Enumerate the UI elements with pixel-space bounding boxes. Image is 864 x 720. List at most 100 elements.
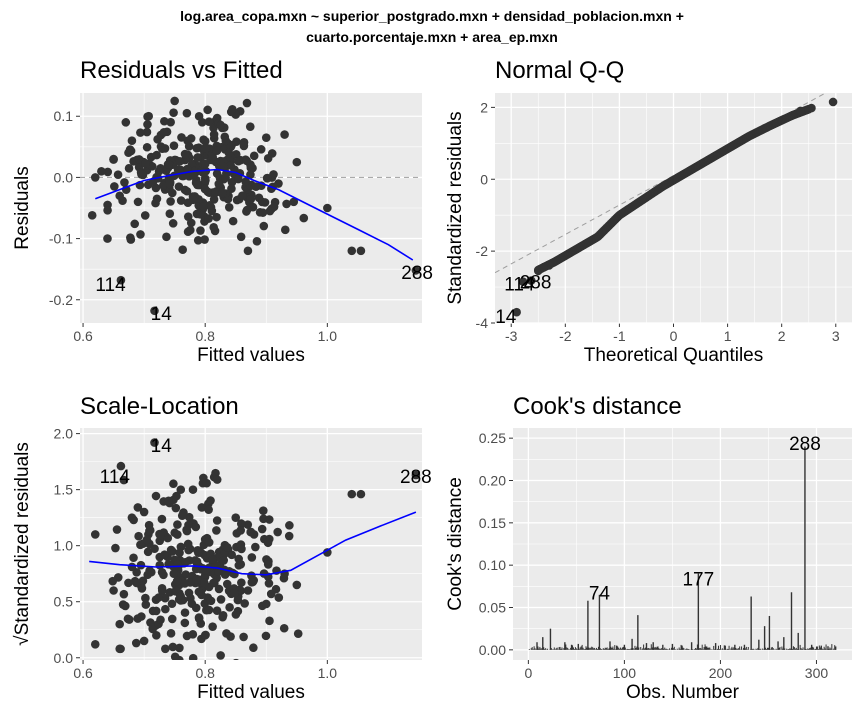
data-point xyxy=(263,173,272,183)
data-point xyxy=(186,593,195,603)
data-point xyxy=(167,599,177,609)
data-point xyxy=(159,128,169,137)
data-point xyxy=(103,205,112,215)
data-point xyxy=(134,155,144,164)
data-point xyxy=(202,478,211,488)
data-point xyxy=(293,629,303,638)
data-point xyxy=(191,603,201,613)
data-point xyxy=(165,179,175,189)
y-tick-label: 0.5 xyxy=(54,594,74,610)
data-point xyxy=(155,531,165,540)
data-point xyxy=(807,103,816,113)
data-point xyxy=(257,524,267,534)
data-point xyxy=(165,209,175,218)
data-point xyxy=(176,592,186,601)
data-point xyxy=(193,235,203,245)
data-point xyxy=(169,108,178,117)
data-point xyxy=(208,622,217,631)
data-point xyxy=(216,120,225,130)
x-tick-label: 100 xyxy=(613,665,637,681)
data-point xyxy=(127,562,137,572)
data-point xyxy=(154,593,164,602)
data-point xyxy=(356,489,366,499)
data-point xyxy=(212,212,221,222)
data-point xyxy=(263,538,273,548)
data-point xyxy=(252,236,262,246)
data-point xyxy=(223,542,232,552)
main-title-line1: log.area_copa.mxn ~ superior_postgrado.m… xyxy=(180,8,684,24)
data-point xyxy=(151,606,161,616)
data-point xyxy=(192,557,201,567)
data-point xyxy=(194,111,204,121)
y-tick-label: 0 xyxy=(480,171,488,187)
data-point xyxy=(182,526,192,536)
data-point xyxy=(211,188,220,197)
data-point xyxy=(176,196,186,205)
data-point xyxy=(150,306,159,316)
data-point xyxy=(134,531,143,541)
data-point xyxy=(141,593,150,603)
data-point xyxy=(156,615,165,625)
data-point xyxy=(208,152,217,161)
x-tick-label: 0.8 xyxy=(195,665,215,681)
data-point xyxy=(292,157,302,167)
data-point xyxy=(90,173,100,182)
data-point xyxy=(108,576,118,586)
data-point xyxy=(231,513,241,522)
data-point xyxy=(234,554,243,564)
point-label: 288 xyxy=(789,434,821,455)
data-point xyxy=(249,643,258,653)
data-point xyxy=(289,197,299,207)
data-point xyxy=(176,485,186,494)
data-point xyxy=(247,553,257,562)
data-point xyxy=(130,219,140,229)
data-point xyxy=(284,531,294,541)
data-point xyxy=(200,143,210,153)
y-tick-label: 0.25 xyxy=(479,430,506,446)
data-point xyxy=(161,644,170,654)
x-tick-label: -3 xyxy=(505,328,518,344)
data-point xyxy=(204,505,213,514)
data-point xyxy=(280,130,289,139)
data-layer xyxy=(80,96,422,316)
point-label: 14 xyxy=(151,436,173,457)
data-point xyxy=(200,184,210,194)
data-point xyxy=(111,543,120,553)
panel-title: Cook's distance xyxy=(513,393,682,420)
data-point xyxy=(147,162,157,171)
data-point xyxy=(261,133,271,142)
data-point xyxy=(211,468,220,478)
data-point xyxy=(259,569,269,578)
data-point xyxy=(152,150,161,160)
point-label: 288 xyxy=(400,467,432,488)
data-point xyxy=(299,213,309,223)
data-point xyxy=(140,211,150,220)
data-point xyxy=(124,578,133,588)
data-point xyxy=(192,143,202,153)
data-point xyxy=(539,262,548,272)
data-point xyxy=(170,696,179,705)
data-point xyxy=(127,513,137,522)
data-point xyxy=(116,461,126,471)
data-point xyxy=(132,578,141,588)
y-tick-label: -0.1 xyxy=(49,231,73,247)
y-tick-label: -0.2 xyxy=(49,292,73,308)
panel-background xyxy=(80,428,422,660)
data-point xyxy=(221,136,231,146)
point-label: 74 xyxy=(589,583,611,604)
x-tick-label: 0.8 xyxy=(195,328,215,344)
data-point xyxy=(137,612,146,621)
data-point xyxy=(164,496,173,506)
data-point xyxy=(242,205,252,215)
data-point xyxy=(173,520,182,529)
data-point xyxy=(185,225,195,235)
data-point xyxy=(212,606,222,616)
point-label: 288 xyxy=(401,263,433,284)
data-point xyxy=(224,202,234,212)
data-point xyxy=(105,679,114,688)
x-tick-label: -1 xyxy=(613,328,626,344)
x-tick-label: 300 xyxy=(805,665,829,681)
data-point xyxy=(177,511,187,521)
data-point xyxy=(160,116,169,126)
